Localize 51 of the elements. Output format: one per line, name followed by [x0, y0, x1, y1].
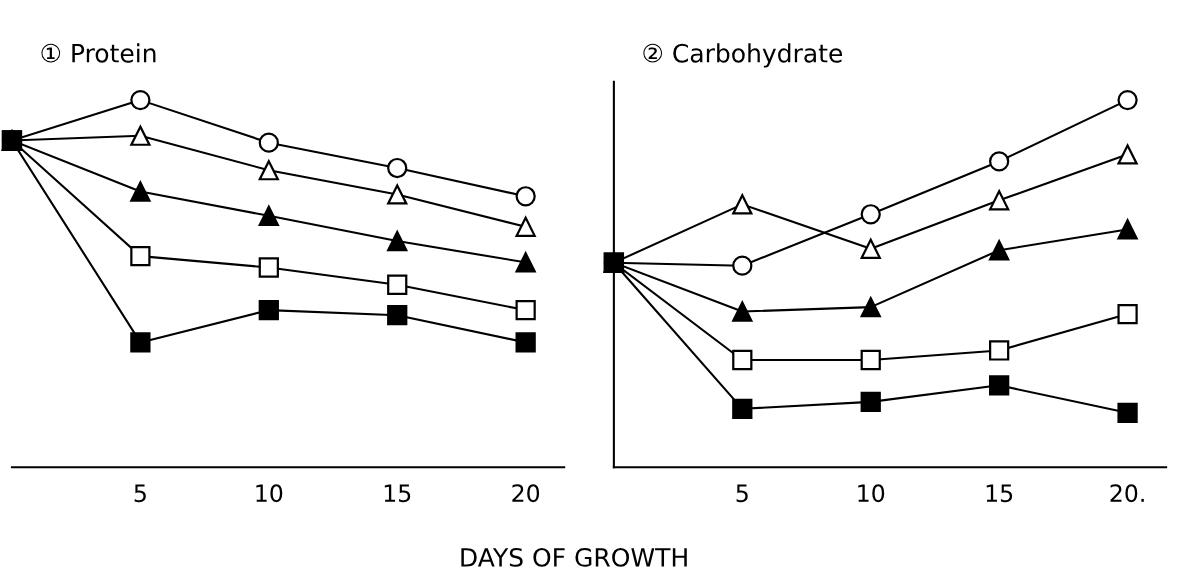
x-tick-label: 20.	[1110, 484, 1144, 503]
x-tick-label: 15	[384, 484, 411, 503]
point	[732, 255, 753, 276]
point	[860, 391, 881, 412]
point	[515, 252, 536, 273]
point	[732, 194, 753, 215]
point	[258, 160, 279, 181]
point	[258, 299, 279, 321]
point	[1117, 402, 1138, 424]
chart-title: ② Carbohydrate	[643, 43, 843, 68]
point	[258, 257, 279, 278]
point	[515, 332, 536, 353]
x-axis-title: DAYS OF GROWTH	[461, 547, 687, 567]
x-tick-label: 5	[736, 484, 748, 503]
x-tick-label: 5	[134, 484, 146, 503]
point	[989, 375, 1010, 396]
x-tick-label: 20	[512, 484, 540, 503]
point	[1117, 303, 1138, 325]
point	[387, 305, 408, 326]
point	[130, 245, 151, 267]
point	[1117, 89, 1138, 111]
point	[860, 238, 881, 259]
point	[387, 184, 408, 205]
point	[130, 332, 151, 353]
point	[258, 132, 279, 153]
point	[515, 216, 536, 237]
point	[387, 230, 408, 252]
point	[860, 204, 881, 225]
point	[1117, 144, 1138, 165]
x-tick-label: 10	[858, 484, 885, 503]
point	[989, 151, 1010, 172]
point	[387, 274, 408, 295]
point	[515, 299, 536, 321]
x-tick-label: 15	[986, 484, 1013, 503]
point	[515, 186, 536, 207]
point	[1117, 219, 1138, 240]
point	[387, 157, 408, 179]
point	[130, 89, 151, 111]
point	[130, 181, 151, 202]
point	[989, 340, 1010, 361]
point	[130, 125, 151, 146]
x-tick-label: 10	[256, 484, 283, 503]
point	[258, 205, 279, 226]
point	[732, 301, 753, 322]
point	[732, 349, 753, 371]
chart-title: ① Protein	[41, 43, 156, 63]
point	[860, 349, 881, 371]
point	[989, 190, 1010, 211]
point	[989, 240, 1010, 261]
point	[732, 398, 753, 419]
point	[860, 297, 881, 318]
